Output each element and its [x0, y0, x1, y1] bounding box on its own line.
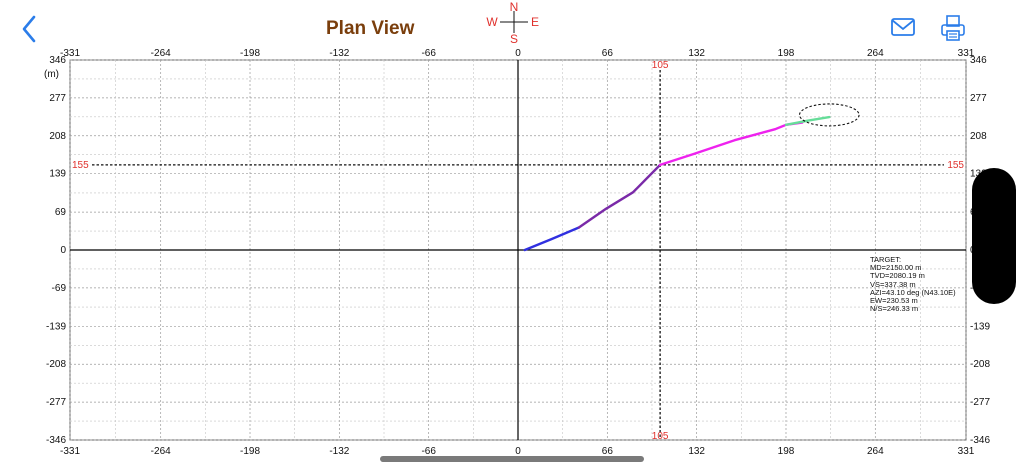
x-tick-label-top: -198	[240, 48, 260, 59]
target-line: MD=2150.00 m	[870, 263, 922, 273]
crosshair: 105 105 155 155	[72, 60, 964, 442]
trajectory-segment-4	[784, 115, 831, 127]
x-tick-label-bottom: 0	[515, 446, 521, 457]
x-tick-label-top: 331	[958, 48, 975, 59]
crosshair-y-label-right: 155	[947, 160, 964, 171]
target-ellipse	[798, 103, 860, 127]
y-tick-label-right: 277	[970, 93, 987, 104]
target-info-box: TARGET: MD=2150.00 m TVD=2080.19 m VS=33…	[870, 255, 956, 314]
x-tick-label-top: -331	[60, 48, 80, 59]
y-tick-label-left: -139	[46, 321, 66, 332]
crosshair-x-label-bottom: 105	[652, 431, 669, 442]
scroll-handle[interactable]	[972, 168, 1016, 304]
target-line: VS=337.38 m	[870, 279, 916, 289]
y-tick-label-left: 346	[49, 55, 66, 66]
y-tick-label-right: 346	[970, 55, 987, 66]
home-indicator[interactable]	[380, 456, 644, 462]
x-tick-label-bottom: -331	[60, 446, 80, 457]
envelope-icon[interactable]	[890, 16, 916, 38]
tick-labels: -331 -331 -264 -264 -198 -198 -132 -132 -66 -66 0 0…	[44, 48, 990, 457]
x-tick-label-top: 66	[602, 48, 614, 59]
x-tick-label-bottom: -66	[421, 446, 436, 457]
x-tick-label-bottom: -132	[329, 446, 349, 457]
y-tick-label-left: 277	[49, 93, 66, 104]
y-tick-label-right: -277	[970, 397, 990, 408]
y-tick-label-right: -346	[970, 435, 990, 446]
y-tick-label-left: 0	[60, 245, 66, 256]
compass-e: E	[531, 15, 539, 29]
x-tick-label-top: -66	[421, 48, 436, 59]
target-line: TVD=2080.19 m	[870, 271, 925, 281]
axes	[70, 60, 966, 440]
y-tick-label-left: -277	[46, 397, 66, 408]
trajectory-segment-3	[658, 121, 804, 167]
x-tick-label-bottom: 132	[688, 446, 705, 457]
y-tick-label-left: -69	[52, 283, 67, 294]
target-line: N/S=246.33 m	[870, 304, 919, 314]
trajectory-segment-2	[577, 163, 662, 229]
x-tick-label-top: -264	[151, 48, 171, 59]
unit-label: (m)	[44, 69, 59, 80]
y-tick-label-left: -208	[46, 359, 66, 370]
x-tick-label-bottom: -198	[240, 446, 260, 457]
y-tick-label-right: -139	[970, 321, 990, 332]
y-tick-label-left: 69	[55, 207, 67, 218]
x-tick-label-bottom: 331	[958, 446, 975, 457]
well-trajectory	[523, 115, 831, 252]
x-tick-label-bottom: 198	[778, 446, 795, 457]
x-tick-label-bottom: 66	[602, 446, 614, 457]
printer-icon[interactable]	[940, 14, 966, 42]
target-line: TARGET:	[870, 255, 902, 264]
page-title: Plan View	[326, 18, 415, 39]
x-tick-label-top: 0	[515, 48, 521, 59]
back-chevron-icon[interactable]	[16, 12, 44, 46]
crosshair-x-label-top: 105	[652, 60, 669, 71]
y-tick-label-left: 139	[49, 169, 66, 180]
x-tick-label-top: 132	[688, 48, 705, 59]
y-tick-label-left: 208	[49, 131, 66, 142]
compass-n: N	[510, 2, 519, 14]
target-line: AZI=43.10 deg (N43.10E)	[870, 287, 956, 297]
y-tick-label-right: 208	[970, 131, 987, 142]
trajectory-segment-1	[523, 226, 581, 252]
x-tick-label-bottom: -264	[151, 446, 171, 457]
compass-s: S	[510, 32, 518, 46]
x-tick-label-top: 264	[867, 48, 884, 59]
x-tick-label-bottom: 264	[867, 446, 884, 457]
y-tick-label-left: -346	[46, 435, 66, 446]
x-tick-label-top: -132	[329, 48, 349, 59]
crosshair-y-label-left: 155	[72, 160, 89, 171]
y-tick-label-right: -208	[970, 359, 990, 370]
x-tick-label-top: 198	[778, 48, 795, 59]
target-line: EW=230.53 m	[870, 296, 918, 306]
compass-rose: N S W E	[486, 2, 539, 46]
compass-w: W	[486, 15, 498, 29]
target-ellipse-group	[798, 103, 860, 127]
